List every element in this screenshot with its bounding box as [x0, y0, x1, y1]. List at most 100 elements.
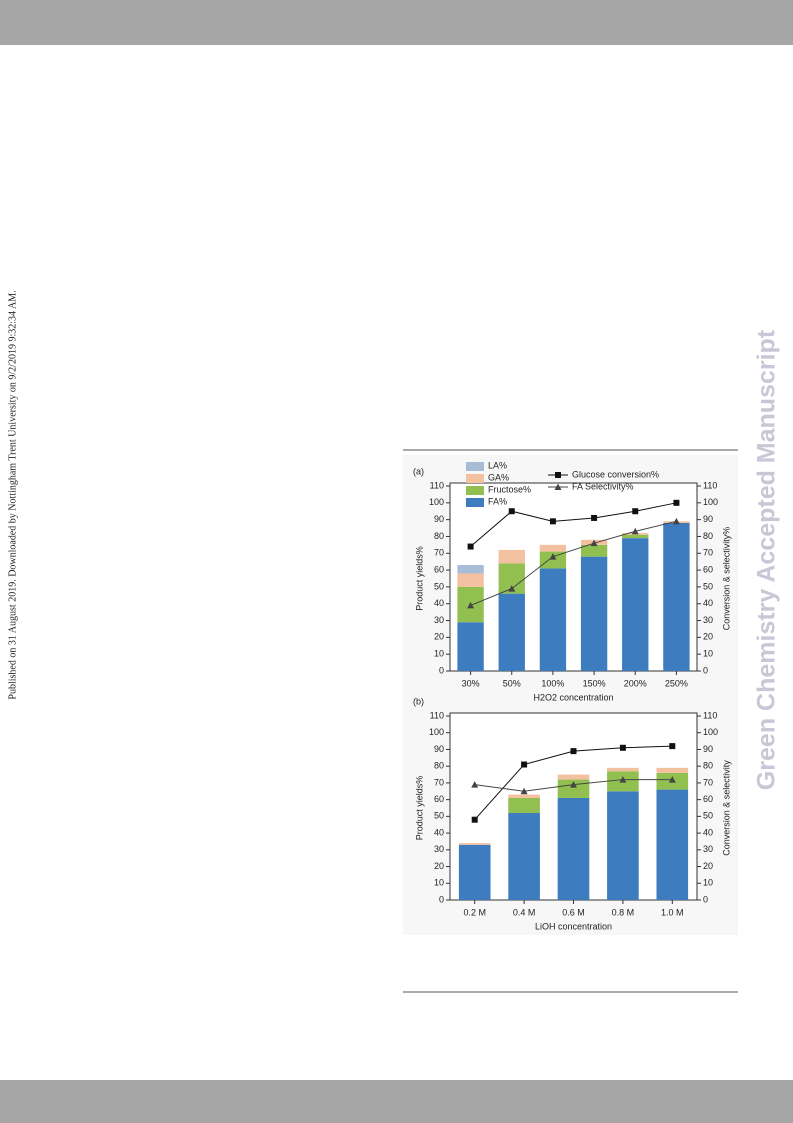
plot-frame: [449, 482, 698, 672]
bar-segment: [663, 523, 690, 671]
point: [520, 787, 528, 795]
y-tick-label: 80: [434, 531, 444, 541]
point: [471, 816, 478, 823]
x-tick-label: 150%: [583, 678, 606, 688]
y2-tick-label: 90: [703, 744, 713, 754]
y2-tick-label: 110: [703, 710, 717, 720]
y2-tick-label: 60: [703, 564, 713, 574]
y-tick-label: 50: [434, 811, 444, 821]
y2-tick-label: 80: [703, 531, 713, 541]
y-tick-label: 100: [429, 497, 444, 507]
y-tick-label: 70: [434, 548, 444, 558]
y2-tick-label: 50: [703, 581, 713, 591]
x-tick-label: 0.4 M: [513, 907, 536, 917]
legend-swatch: [466, 486, 484, 495]
y2-tick-label: 80: [703, 761, 713, 771]
legend-swatch: [466, 498, 484, 507]
bar-segment: [539, 551, 567, 569]
legend-label: FA Selectivity%: [572, 481, 634, 491]
point: [619, 776, 627, 783]
y-tick-label: 20: [434, 632, 444, 642]
bar-segment: [457, 622, 484, 671]
y2-tick-label: 40: [703, 827, 713, 837]
x-tick-label: 250%: [665, 678, 688, 688]
y2-tick-label: 20: [703, 861, 713, 871]
x-tick-label: 0.6 M: [562, 907, 585, 917]
point: [672, 517, 680, 525]
bar-segment: [498, 593, 525, 671]
point: [467, 543, 474, 550]
bar-segment: [458, 844, 491, 900]
y-tick-label: 50: [434, 581, 444, 591]
y2-axis-title: Conversion & selectivity: [721, 760, 731, 856]
bar-segment: [656, 789, 689, 900]
legend-marker: [555, 472, 561, 478]
side-note: Published on 31 August 2019. Downloaded …: [7, 290, 18, 699]
line: [470, 502, 677, 547]
point: [549, 553, 557, 560]
y2-tick-label: 110: [703, 480, 717, 490]
x-tick-label: 0.8 M: [612, 907, 635, 917]
legend-swatch: [466, 474, 484, 483]
y-tick-label: 10: [434, 878, 444, 888]
bar-segment: [557, 797, 590, 900]
y-tick-label: 30: [434, 615, 444, 625]
y2-tick-label: 50: [703, 811, 713, 821]
bar-segment: [539, 544, 567, 552]
y2-tick-label: 30: [703, 844, 713, 854]
point: [591, 514, 598, 521]
bar-segment: [457, 565, 484, 574]
line: [470, 520, 677, 606]
y-tick-label: 110: [430, 710, 444, 720]
point: [632, 508, 639, 515]
point: [619, 744, 626, 751]
top-bar: [0, 0, 793, 45]
y2-tick-label: 10: [703, 878, 713, 888]
y-tick-label: 60: [434, 564, 444, 574]
legend-label: Glucose conversion%: [572, 469, 659, 479]
point: [471, 781, 479, 788]
y-tick-label: 100: [429, 727, 444, 737]
y2-axis-title: Conversion & selectivity%: [721, 527, 731, 631]
y-tick-label: 110: [430, 480, 444, 490]
bar-segment: [498, 549, 525, 564]
legend-marker: [554, 483, 562, 490]
y2-tick-label: 20: [703, 632, 713, 642]
x-tick-label: 1.0 M: [661, 907, 684, 917]
bar-segment: [607, 767, 639, 772]
point: [521, 761, 528, 768]
legend-label: LA%: [488, 460, 507, 470]
x-tick-label: 30%: [462, 678, 480, 688]
bar-segment: [457, 573, 484, 587]
bar-segment: [656, 767, 689, 773]
panel-label: (a): [413, 466, 424, 476]
x-tick-label: 200%: [624, 678, 647, 688]
y2-tick-label: 0: [703, 665, 708, 675]
point: [631, 527, 639, 535]
point: [590, 539, 598, 547]
point: [508, 508, 515, 515]
legend-label: FA%: [488, 496, 507, 506]
x-tick-label: 0.2 M: [463, 907, 486, 917]
y-tick-label: 40: [434, 598, 444, 608]
watermark: Green Chemistry Accepted Manuscript: [753, 329, 781, 790]
y2-tick-label: 60: [703, 794, 713, 804]
y-tick-label: 60: [434, 794, 444, 804]
bar-segment: [607, 791, 639, 900]
bar-segment: [557, 774, 590, 780]
x-axis-title: LiOH concentration: [535, 921, 612, 931]
point: [508, 585, 516, 592]
bar-segment: [539, 568, 567, 671]
y-tick-label: 10: [434, 649, 444, 659]
y2-tick-label: 30: [703, 615, 713, 625]
y2-tick-label: 90: [703, 514, 713, 524]
point: [467, 601, 475, 609]
y-axis-title: Product yields%: [414, 776, 424, 841]
y-tick-label: 80: [434, 761, 444, 771]
y2-tick-label: 0: [703, 894, 708, 904]
y2-tick-label: 100: [703, 727, 718, 737]
y-tick-label: 70: [434, 777, 444, 787]
point: [673, 499, 680, 506]
